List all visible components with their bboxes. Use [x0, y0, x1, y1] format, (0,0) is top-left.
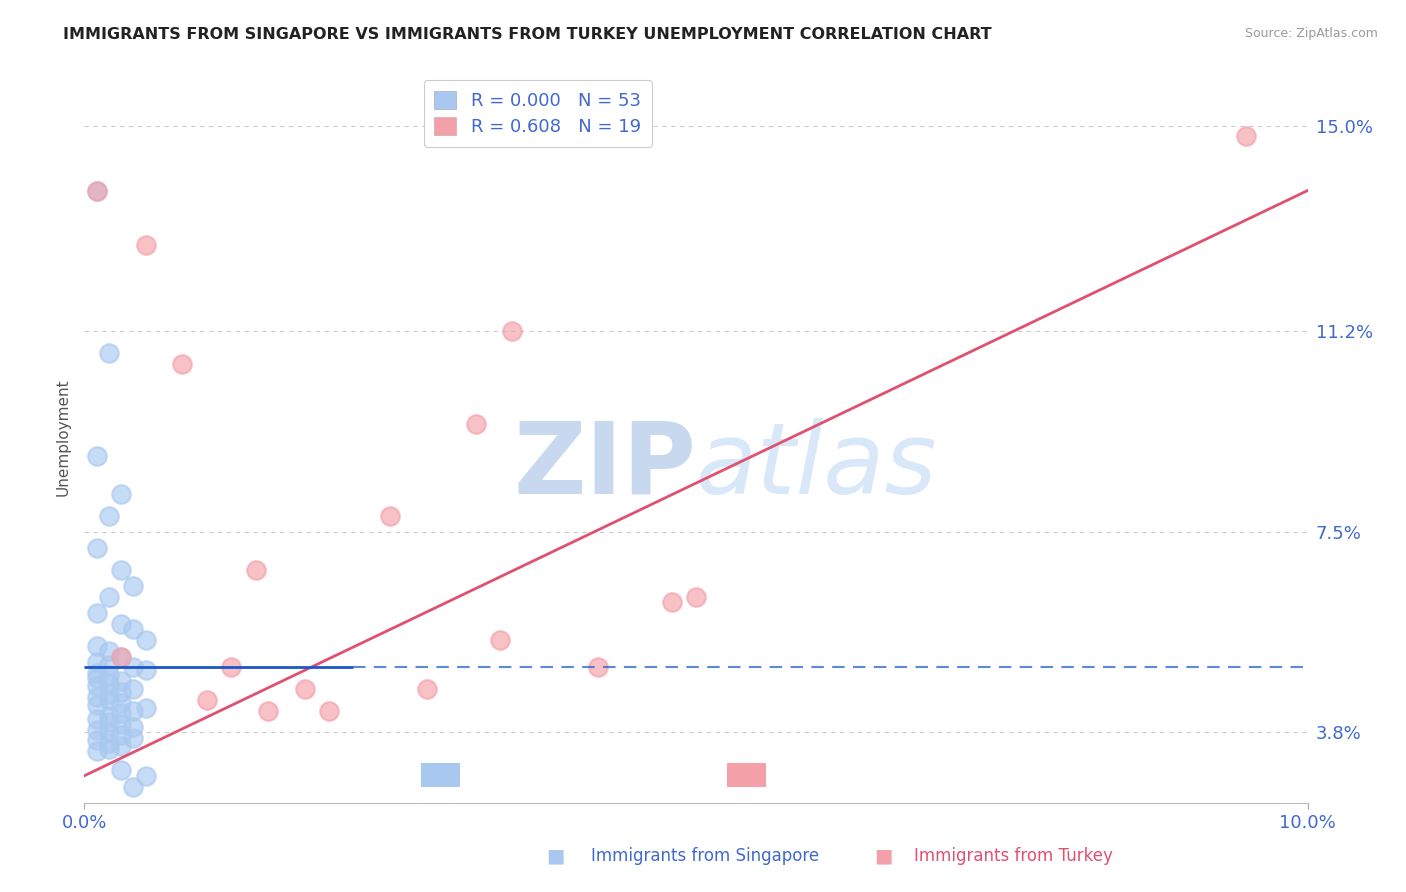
Point: [219, 660, 242, 674]
Point: [122, 731, 145, 745]
Point: [97, 736, 120, 750]
Point: [685, 590, 707, 604]
Point: [294, 681, 316, 696]
Point: [97, 590, 120, 604]
Point: [661, 595, 683, 609]
Point: [122, 704, 145, 718]
Point: [97, 709, 120, 723]
Point: [97, 644, 120, 658]
Point: [97, 714, 120, 729]
Point: [110, 706, 132, 721]
Point: [110, 696, 132, 710]
Text: Immigrants from Turkey: Immigrants from Turkey: [914, 847, 1112, 865]
Point: [380, 508, 402, 523]
Point: [122, 579, 145, 593]
Point: [110, 649, 132, 664]
Point: [489, 633, 512, 648]
Point: [86, 671, 108, 685]
Point: [110, 563, 132, 577]
Point: [86, 665, 108, 680]
Point: [245, 563, 267, 577]
Point: [110, 728, 132, 742]
Point: [86, 698, 108, 713]
Point: [318, 704, 340, 718]
Point: [86, 184, 108, 198]
Text: ■: ■: [873, 847, 893, 866]
Point: [110, 673, 132, 688]
Point: [97, 508, 120, 523]
Text: Source: ZipAtlas.com: Source: ZipAtlas.com: [1244, 27, 1378, 40]
Point: [86, 184, 108, 198]
Point: [97, 676, 120, 690]
Y-axis label: Unemployment: Unemployment: [55, 378, 70, 496]
Point: [135, 769, 157, 783]
Point: [122, 720, 145, 734]
Point: [86, 690, 108, 705]
Point: [97, 741, 120, 756]
Point: [86, 744, 108, 758]
Point: [122, 780, 145, 794]
Point: [122, 660, 145, 674]
Point: [97, 693, 120, 707]
Point: [135, 701, 157, 715]
Point: [135, 663, 157, 677]
Point: [86, 449, 108, 463]
Legend: R = 0.000   N = 53, R = 0.608   N = 19: R = 0.000 N = 53, R = 0.608 N = 19: [423, 80, 651, 147]
Point: [97, 725, 120, 739]
Point: [86, 723, 108, 737]
Point: [122, 623, 145, 637]
Point: [122, 681, 145, 696]
Text: atlas: atlas: [696, 417, 938, 515]
Point: [97, 346, 120, 360]
Point: [464, 417, 486, 431]
Text: IMMIGRANTS FROM SINGAPORE VS IMMIGRANTS FROM TURKEY UNEMPLOYMENT CORRELATION CHA: IMMIGRANTS FROM SINGAPORE VS IMMIGRANTS …: [63, 27, 991, 42]
Point: [86, 733, 108, 747]
Point: [86, 606, 108, 620]
Point: [135, 633, 157, 648]
Point: [86, 541, 108, 556]
Point: [172, 357, 194, 371]
Point: [110, 717, 132, 731]
Point: [110, 487, 132, 501]
Point: [257, 704, 280, 718]
Point: [586, 660, 609, 674]
Point: [416, 681, 439, 696]
Point: [97, 668, 120, 682]
Point: [86, 679, 108, 693]
Point: [86, 655, 108, 669]
Point: [110, 684, 132, 698]
Text: ■: ■: [546, 847, 565, 866]
Point: [110, 764, 132, 778]
Text: ZIP: ZIP: [513, 417, 696, 515]
Point: [1236, 129, 1258, 144]
Point: [502, 325, 524, 339]
Text: Immigrants from Singapore: Immigrants from Singapore: [591, 847, 818, 865]
Point: [135, 237, 157, 252]
Point: [86, 712, 108, 726]
Point: [97, 657, 120, 672]
Point: [110, 649, 132, 664]
Point: [195, 693, 218, 707]
Point: [86, 639, 108, 653]
Point: [97, 688, 120, 702]
Point: [110, 617, 132, 632]
Point: [110, 739, 132, 753]
